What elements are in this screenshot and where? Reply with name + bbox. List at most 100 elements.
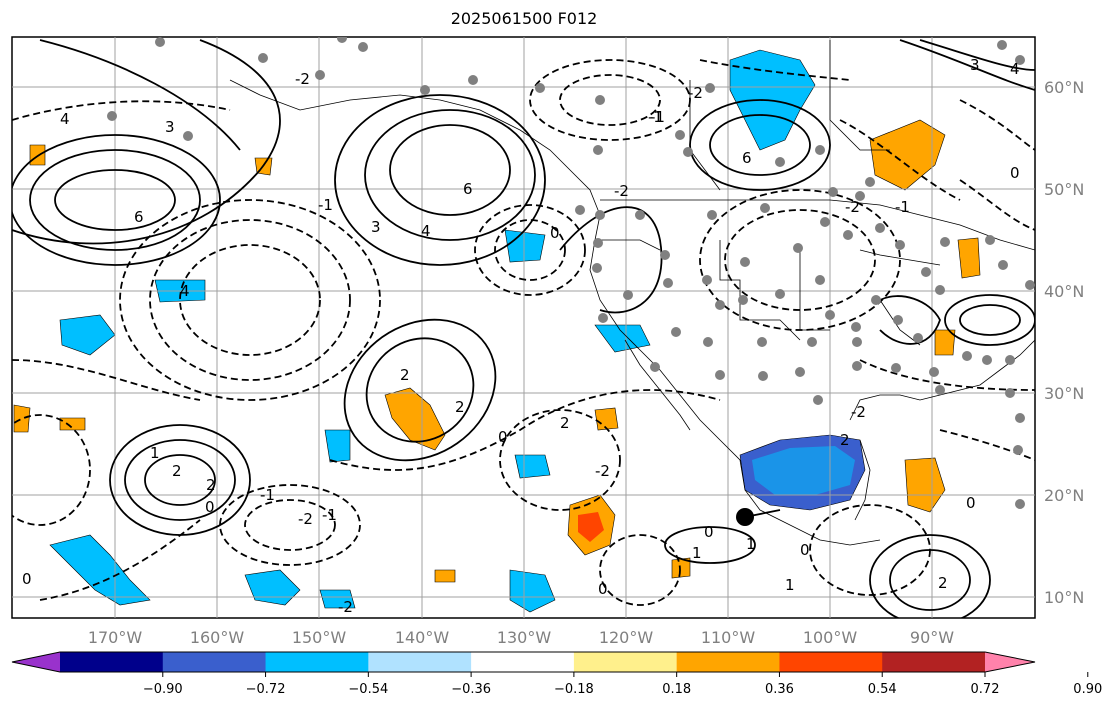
lat-label: 10°N [1044,588,1084,607]
colorbar-segment [676,652,780,672]
contour-label: 0 [550,224,560,242]
contour-label: 6 [463,180,473,198]
lon-label: 160°W [190,628,245,647]
contour-label: -2 [851,403,866,421]
contour-label: -2 [845,198,860,216]
contour-label: 3 [970,56,980,74]
contour-label: 2 [938,574,948,592]
storm-center-marker [736,508,754,526]
contour-label: 0 [205,498,215,516]
colorbar-extend-low [12,652,60,672]
contour-label: -1 [650,108,665,126]
contour-label: 4 [180,282,190,300]
lon-label: 100°W [803,628,858,647]
contour-label: 0 [800,541,810,559]
lon-label: 150°W [292,628,347,647]
lon-label: 130°W [497,628,552,647]
contour-label: 1 [692,544,702,562]
colorbar-tick-label: −0.36 [451,682,491,697]
shade-orange [29,144,46,166]
colorbar-tick-label: −0.72 [246,682,286,697]
contour-label: 0 [966,494,976,512]
contour-label: -1 [648,108,663,126]
contour-label: 1 [746,535,756,553]
contour-label: 0 [1010,164,1020,182]
contour-label: 3 [165,118,175,136]
contour-label: 2 [400,366,410,384]
shade-orange [957,237,981,279]
contour-label: 2 [172,462,182,480]
shade-blue [49,534,151,606]
colorbar-tick-label: 0.72 [971,682,1000,697]
contour-label: 4 [60,110,70,128]
map-title: 2025061500 F012 [450,9,598,28]
longitude-labels: 170°W 160°W 150°W 140°W 130°W 120°W 110°… [88,628,954,647]
shade-orange [384,387,446,451]
contour-label: 4 [1010,60,1020,78]
contour-label: 1 [150,444,160,462]
solid-contours [12,39,1035,618]
lon-label: 120°W [599,628,654,647]
lat-label: 40°N [1044,282,1084,301]
shade-blue [752,446,855,495]
latitude-labels: 60°N 50°N 40°N 30°N 20°N 10°N [1044,78,1084,607]
shade-blue [504,229,546,263]
contour-label: -1 [318,196,333,214]
colorbar-tick-label: 0.18 [662,682,691,697]
contour-label: 4 [421,222,431,240]
contour-label: 2 [840,431,850,449]
station-dots [107,37,1035,509]
map-content: 4 6 3 6 4 3 6 4 2 2 -2 -1 2 -2 -1 -2 0 -… [12,37,1035,618]
contour-label: -2 [688,84,703,102]
contour-label: -1 [895,198,910,216]
contour-label: 6 [134,208,144,226]
colorbar-tick-label: −0.90 [143,682,183,697]
colorbar-tick-label: 0.90 [1073,682,1102,697]
shade-orange [434,569,456,583]
shade-orange [13,404,31,433]
colorbar-segment [368,652,472,672]
contour-label: -2 [338,598,353,616]
colorbar-tick-label: −0.18 [554,682,594,697]
lon-label: 170°W [88,628,143,647]
contour-label: 0 [498,428,508,446]
contour-label: 6 [742,149,752,167]
shade-orange [869,119,946,191]
shading-layer [13,49,981,613]
colorbar-segment [162,652,267,672]
lat-label: 20°N [1044,486,1084,505]
contour-labels: 4 6 3 6 4 3 6 4 2 2 -2 -1 2 -2 -1 -2 0 -… [22,56,1020,616]
shade-orange [59,417,86,431]
lat-label: 50°N [1044,180,1084,199]
contour-label: 0 [598,580,608,598]
shade-blue [514,454,551,479]
contour-label: 3 [371,218,381,236]
contour-label: 0 [22,570,32,588]
contour-label: -2 [595,462,610,480]
lon-label: 110°W [701,628,756,647]
colorbar-tick-label: 0.54 [868,682,897,697]
shade-blue [319,589,356,609]
contour-label: 2 [560,414,570,432]
shade-blue [594,324,651,353]
contour-label: -2 [614,182,629,200]
lon-label: 90°W [910,628,954,647]
contour-label: 2 [455,398,465,416]
contour-label: 2 [206,476,216,494]
lat-label: 60°N [1044,78,1084,97]
shade-red [578,512,604,542]
colorbar: −0.90 −0.72 −0.54 −0.36 −0.18 0.18 0.36 0.54 0.7… [11,651,1102,697]
colorbar-extend-high [985,652,1035,672]
colorbar-tick-label: −0.54 [348,682,388,697]
colorbar-outline [11,651,1036,673]
shade-blue [324,429,351,463]
contour-label: -2 [298,510,313,528]
lon-label: 140°W [395,628,450,647]
contour-label: -2 [295,70,310,88]
shade-orange [904,457,946,513]
colorbar-tick-label: 0.36 [765,682,794,697]
contour-label: -1 [322,506,337,524]
contour-label: -1 [260,486,275,504]
colorbar-segment [882,652,986,672]
